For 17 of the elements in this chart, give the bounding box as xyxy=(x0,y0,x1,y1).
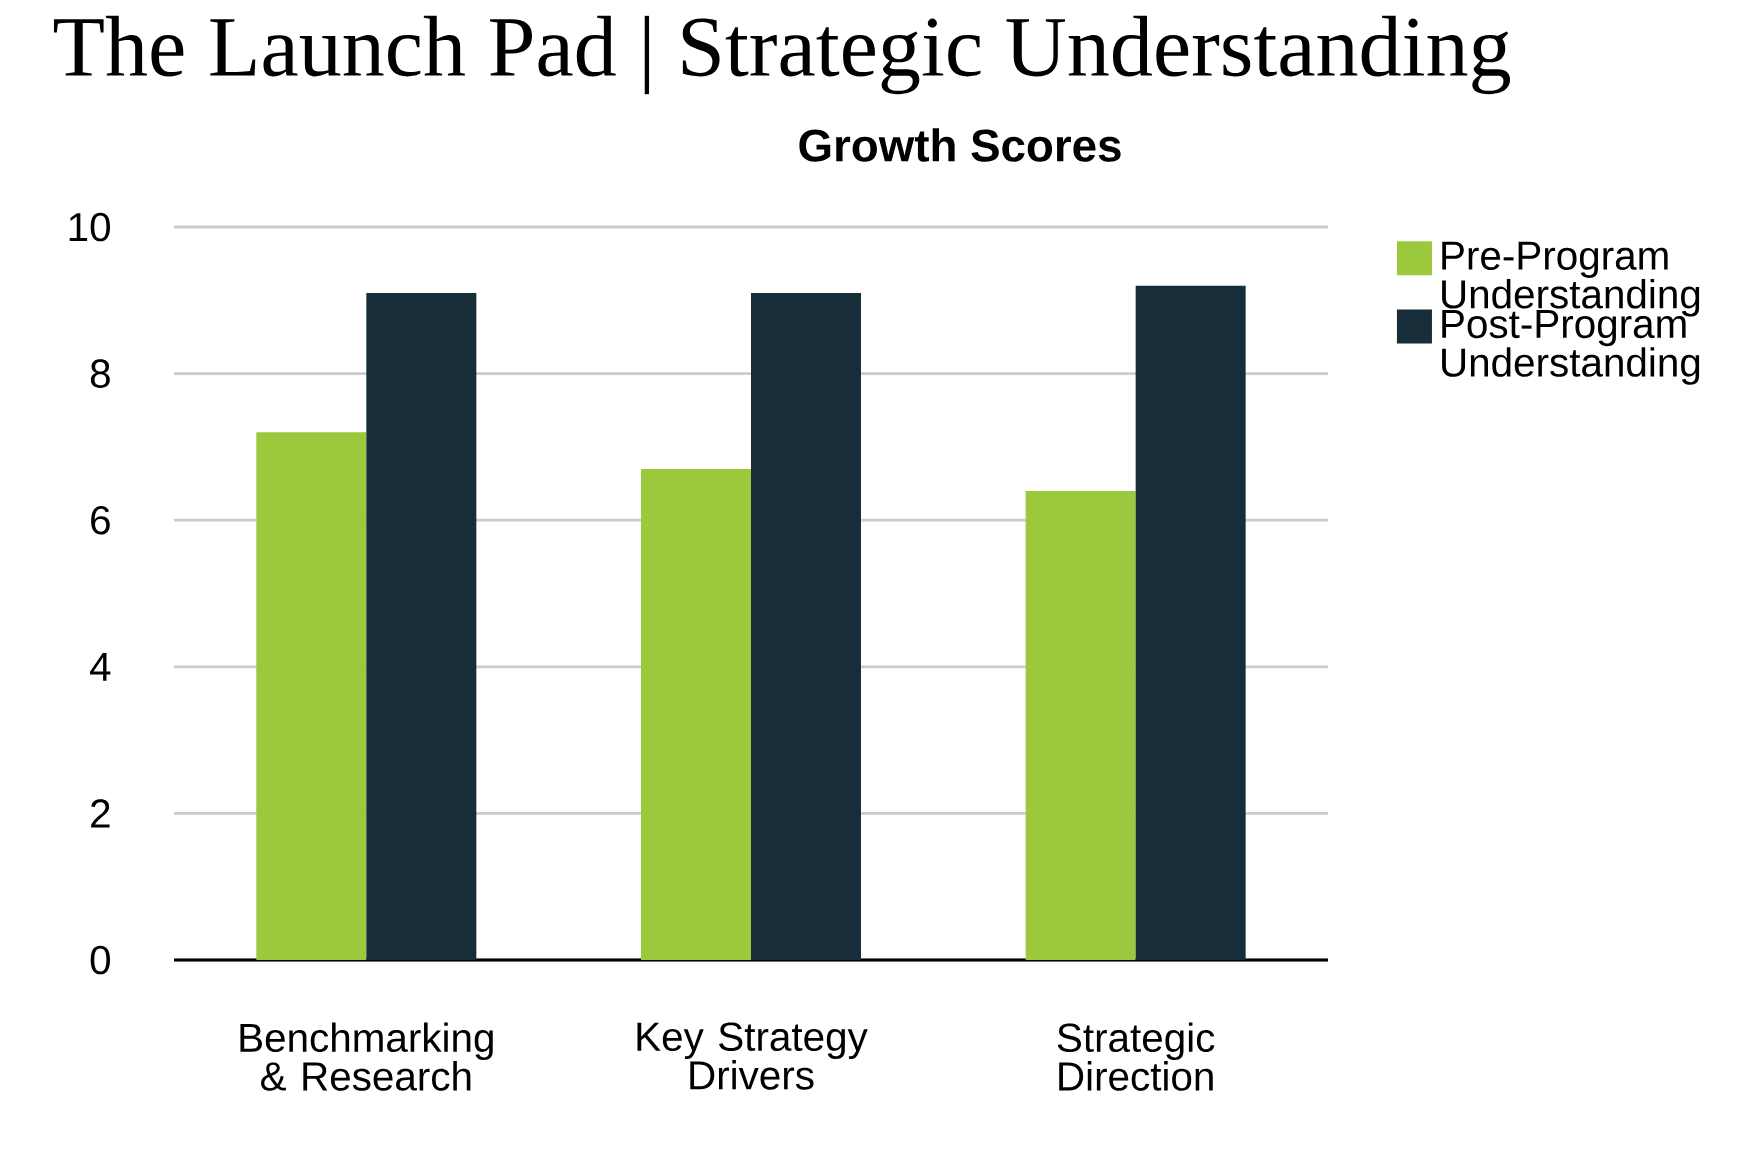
chart-title: The Launch Pad | Strategic Understanding xyxy=(53,15,1511,95)
bar xyxy=(751,292,861,961)
bar xyxy=(256,432,367,961)
y-tick-label: 6 xyxy=(91,505,110,535)
bar xyxy=(1025,490,1136,961)
x-tick-label: Benchmarking & Research xyxy=(240,1022,493,1091)
x-tick-label: Strategic Direction xyxy=(1057,1022,1215,1091)
y-tick-label: 10 xyxy=(69,212,110,242)
bar xyxy=(640,468,751,961)
y-tick-label: 4 xyxy=(90,652,111,681)
y-tick-label: 2 xyxy=(91,799,110,828)
y-tick-label: 8 xyxy=(90,359,110,388)
chart-subtitle: Growth Scores xyxy=(799,128,1121,162)
x-tick-label: Key Strategy Drivers xyxy=(637,1022,868,1090)
bar xyxy=(1135,285,1246,961)
y-tick-label: 0 xyxy=(90,945,110,975)
bar xyxy=(366,292,477,961)
